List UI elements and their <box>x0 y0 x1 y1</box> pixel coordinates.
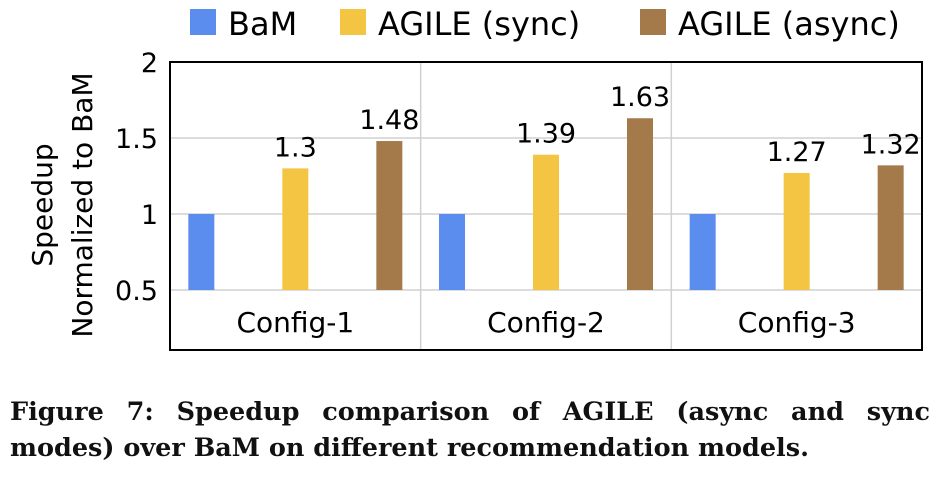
plot-frame <box>169 61 923 351</box>
data-label: 1.63 <box>610 82 670 113</box>
bar <box>533 154 559 290</box>
bar <box>783 172 810 290</box>
legend-label: AGILE (sync) <box>378 5 580 43</box>
legend-label: AGILE (async) <box>678 5 900 43</box>
bar <box>282 168 309 290</box>
y-tick-label: 2 <box>141 48 158 79</box>
data-label: 1.48 <box>359 105 419 136</box>
y-axis-ticks: 0.5 1 1.5 2 <box>115 48 158 307</box>
y-tick-label: 0.5 <box>115 276 158 307</box>
y-axis-label-line: Speedup <box>26 143 59 266</box>
legend-swatch <box>640 9 666 35</box>
category-label: Config-1 <box>236 306 354 339</box>
data-label: 1.27 <box>767 137 827 168</box>
bar <box>689 214 716 290</box>
legend-label: BaM <box>228 5 297 43</box>
y-axis-label: Speedup Normalized to BaM <box>26 72 99 337</box>
speedup-bar-chart: BaM AGILE (sync) AGILE (async) Speedup Norm… <box>26 5 923 351</box>
bar <box>188 214 215 290</box>
bar <box>877 165 904 290</box>
legend: BaM AGILE (sync) AGILE (async) <box>190 5 900 43</box>
legend-swatch <box>190 9 216 35</box>
bar <box>627 118 653 291</box>
y-tick-label: 1 <box>141 200 158 231</box>
figure-caption: Figure 7: Speedup comparison of AGILE (a… <box>10 397 930 463</box>
bar <box>439 214 465 290</box>
data-label: 1.32 <box>861 129 921 160</box>
bar <box>376 141 403 290</box>
y-tick-label: 1.5 <box>115 124 158 155</box>
data-label: 1.39 <box>516 119 576 150</box>
category-label: Config-2 <box>487 306 605 339</box>
data-label: 1.3 <box>274 132 317 163</box>
category-label: Config-3 <box>738 306 856 339</box>
y-axis-label-line: Normalized to BaM <box>66 72 99 337</box>
plot-area: 1.3 1.48 Config-1 1.39 1.63 Config-2 1.27 1.32 C… <box>169 61 923 351</box>
legend-swatch <box>340 9 366 35</box>
